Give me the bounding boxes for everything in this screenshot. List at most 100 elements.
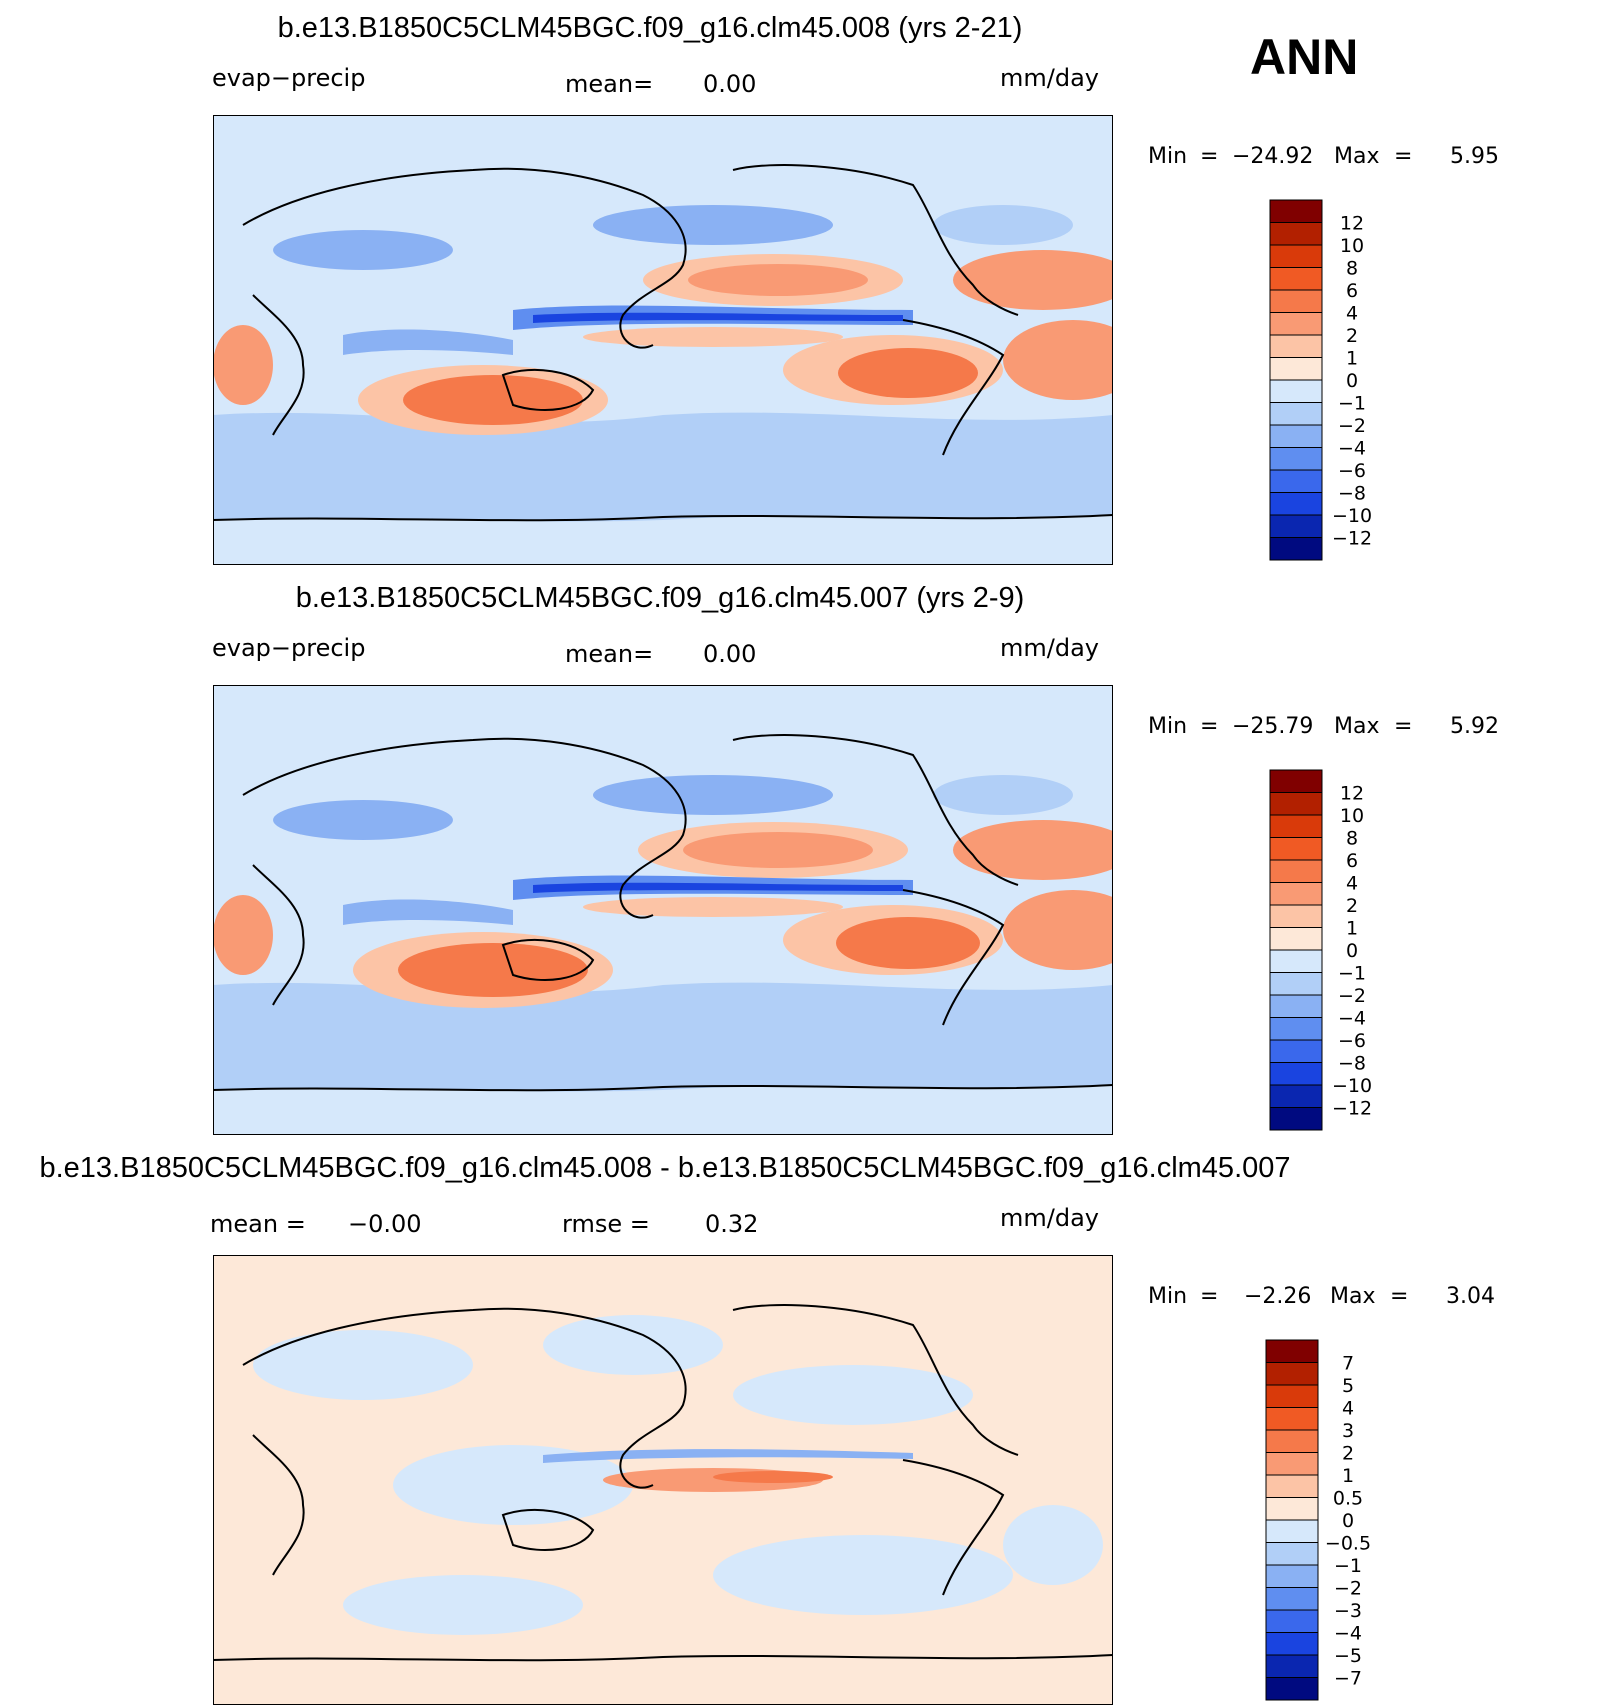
colorbar-tick-label: −2 — [1338, 985, 1366, 1007]
panel-2-title: b.e13.B1850C5CLM45BGC.f09_g16.clm45.007 … — [295, 582, 1025, 614]
panel-3-rmse-label: rmse = — [562, 1210, 650, 1238]
panel-1-mean-value: 0.00 — [703, 70, 757, 98]
colorbar-tick-label: 0.5 — [1333, 1488, 1363, 1510]
colorbar-tick-label: −7 — [1334, 1668, 1362, 1690]
colorbar-swatch — [1265, 1429, 1319, 1453]
colorbar-swatch — [1269, 492, 1323, 516]
panel-2-min-value: −25.79 — [1232, 714, 1314, 739]
colorbar-swatch — [1265, 1609, 1319, 1633]
colorbar-swatch — [1269, 949, 1323, 973]
colorbar-tick-label: 0 — [1346, 940, 1358, 962]
colorbar-swatch — [1265, 1632, 1319, 1656]
colorbar-tick-label: 6 — [1346, 850, 1358, 872]
panel-3-title: b.e13.B1850C5CLM45BGC.f09_g16.clm45.008 … — [39, 1152, 1291, 1184]
colorbar-swatch — [1269, 357, 1323, 381]
colorbar-swatch — [1265, 1677, 1319, 1701]
colorbar-tick-label: 1 — [1342, 1465, 1354, 1487]
colorbar-tick-label: −6 — [1338, 460, 1366, 482]
colorbar-swatch — [1269, 792, 1323, 816]
colorbar-swatch — [1269, 904, 1323, 928]
colorbar-tick-label: −4 — [1338, 438, 1366, 460]
colorbar-tick-label: 1 — [1346, 918, 1358, 940]
colorbar-swatch — [1269, 222, 1323, 246]
colorbar-swatch — [1269, 514, 1323, 538]
panel-1-min-value: −24.92 — [1232, 144, 1314, 169]
colorbar-tick-label: −10 — [1332, 1075, 1372, 1097]
colorbar-tick-label: 12 — [1340, 783, 1364, 805]
colorbar-swatch — [1265, 1564, 1319, 1588]
panel-3-max-eq: = — [1390, 1284, 1409, 1309]
colorbar-swatch — [1265, 1497, 1319, 1521]
panel-3-mean-value: −0.00 — [348, 1210, 422, 1238]
colorbar-tick-label: 6 — [1346, 280, 1358, 302]
colorbar-swatch — [1269, 882, 1323, 906]
colorbar-swatch — [1265, 1474, 1319, 1498]
colorbar-tick-label: 5 — [1342, 1375, 1354, 1397]
panel-3-max-value: 3.04 — [1446, 1284, 1495, 1309]
panel-3-min-eq: = — [1200, 1284, 1219, 1309]
panel-3-rmse-value: 0.32 — [705, 1210, 759, 1238]
colorbar-tick-label: 4 — [1342, 1398, 1354, 1420]
colorbar-swatch — [1265, 1407, 1319, 1431]
colorbar-swatch — [1269, 1017, 1323, 1041]
panel-2-map — [213, 685, 1113, 1135]
panel-1-units: mm/day — [1000, 64, 1099, 92]
panel-1-max-label: Max — [1334, 144, 1380, 169]
colorbar-swatch — [1269, 769, 1323, 793]
colorbar-tick-label: −2 — [1334, 1578, 1362, 1600]
panel-1-max-value: 5.95 — [1450, 144, 1499, 169]
colorbar-tick-label: 8 — [1346, 828, 1358, 850]
panel-1-min-label: Min — [1148, 144, 1188, 169]
colorbar-swatch — [1265, 1452, 1319, 1476]
colorbar-tick-label: 0 — [1342, 1510, 1354, 1532]
colorbar-tick-label: −8 — [1338, 483, 1366, 505]
colorbar-tick-label: 1 — [1346, 348, 1358, 370]
colorbar-swatch — [1269, 972, 1323, 996]
season-label: ANN — [1250, 29, 1359, 85]
colorbar-swatch — [1265, 1339, 1319, 1363]
panel-2-max-eq: = — [1394, 714, 1413, 739]
colorbar-tick-label: −2 — [1338, 415, 1366, 437]
panel-2-max-label: Max — [1334, 714, 1380, 739]
colorbar-tick-label: −1 — [1338, 393, 1366, 415]
colorbar-swatch — [1269, 1084, 1323, 1108]
colorbar-swatch — [1265, 1542, 1319, 1566]
panel-1-mean-label: mean= — [565, 70, 654, 98]
panel-2-max-value: 5.92 — [1450, 714, 1499, 739]
colorbar-swatch — [1269, 244, 1323, 268]
colorbar-swatch — [1269, 837, 1323, 861]
panel-1-max-eq: = — [1394, 144, 1413, 169]
colorbar-tick-label: 12 — [1340, 213, 1364, 235]
colorbar-swatch — [1269, 312, 1323, 336]
colorbar-swatch — [1265, 1362, 1319, 1386]
panel-1-variable-label: evap−precip — [212, 64, 366, 92]
colorbar-tick-label: 10 — [1340, 235, 1364, 257]
panel-3-mean-label: mean = — [210, 1210, 306, 1238]
panel-3-map — [213, 1255, 1113, 1705]
colorbar-tick-label: −12 — [1332, 1098, 1372, 1120]
panel-3-min-label: Min — [1148, 1284, 1188, 1309]
colorbar-tick-label: 10 — [1340, 805, 1364, 827]
colorbar-swatch — [1265, 1587, 1319, 1611]
colorbar-swatch — [1269, 927, 1323, 951]
colorbar-tick-label: 7 — [1342, 1353, 1354, 1375]
colorbar-tick-label: −12 — [1332, 528, 1372, 550]
colorbar-swatch — [1269, 379, 1323, 403]
colorbar-swatch — [1269, 814, 1323, 838]
panel-3-units: mm/day — [1000, 1204, 1099, 1232]
panel-2-mean-value: 0.00 — [703, 640, 757, 668]
colorbar-tick-label: 2 — [1342, 1443, 1354, 1465]
colorbar-swatch — [1269, 334, 1323, 358]
colorbar-swatch — [1269, 424, 1323, 448]
colorbar-swatch — [1269, 1107, 1323, 1131]
colorbar-tick-label: −1 — [1334, 1555, 1362, 1577]
panel-3-min-value: −2.26 — [1244, 1284, 1312, 1309]
colorbar-swatch — [1265, 1384, 1319, 1408]
panel-1-title: b.e13.B1850C5CLM45BGC.f09_g16.clm45.008 … — [277, 12, 1023, 44]
colorbar-tick-label: −4 — [1334, 1623, 1362, 1645]
colorbar-swatch — [1265, 1654, 1319, 1678]
colorbar-tick-label: 3 — [1342, 1420, 1354, 1442]
panel-2-mean-label: mean= — [565, 640, 654, 668]
